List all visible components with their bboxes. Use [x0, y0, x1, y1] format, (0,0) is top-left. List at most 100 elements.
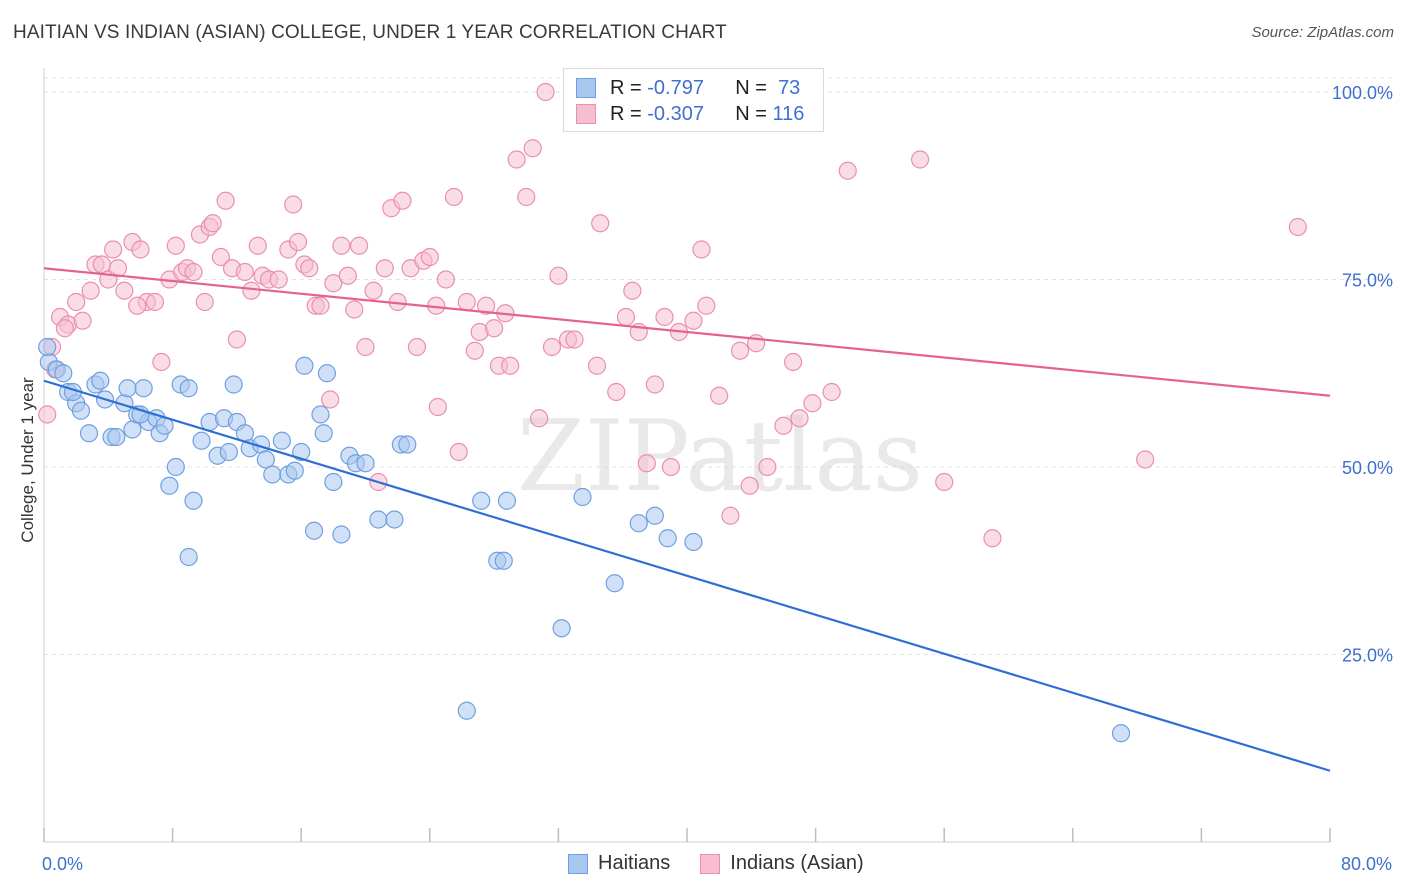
indian-point [235, 262, 255, 282]
indian-point [774, 416, 793, 435]
indian-point [692, 240, 711, 259]
indian-point [284, 195, 303, 214]
indian-point [935, 472, 954, 492]
haitian-point [54, 364, 73, 383]
indian-point [655, 307, 674, 327]
indian-point [67, 292, 86, 312]
haitian-point [123, 420, 142, 439]
indian-point [184, 262, 203, 282]
haitian-point [192, 431, 211, 450]
indian-point [838, 161, 857, 180]
n-value: 116 [772, 102, 805, 125]
indian-point [790, 409, 809, 428]
r-value: -0.307 [647, 102, 704, 125]
y-tick-label: 100.0% [1332, 83, 1393, 103]
grid-lines [44, 77, 1392, 655]
indian-point [338, 266, 357, 285]
indian-point [115, 281, 134, 300]
indian-point [645, 375, 664, 394]
haitian-point [71, 401, 91, 420]
indian-point [457, 292, 476, 312]
indian-point [783, 352, 803, 372]
indian-point [910, 150, 930, 169]
indian-point [349, 236, 369, 255]
legend-row-indians: R = -0.307 N = 116 [576, 103, 804, 125]
haitian-swatch [576, 78, 596, 98]
indian-point [216, 191, 235, 210]
indian-point [697, 296, 716, 315]
haitian-point [285, 461, 304, 480]
trend-lines [43, 267, 1331, 772]
indian-point [300, 259, 319, 278]
indian-point [73, 311, 92, 330]
n-value: 73 [778, 76, 801, 99]
haitian-point [179, 547, 198, 567]
indian-point [393, 191, 412, 210]
indian-point [321, 390, 340, 409]
haitian-point [332, 525, 351, 544]
indian-point [542, 337, 562, 357]
haitian-point [605, 574, 624, 593]
indian-point [195, 292, 214, 312]
haitian-point [324, 472, 343, 492]
indian-point [587, 356, 607, 375]
indian-point [38, 405, 57, 424]
haitian-point [160, 476, 179, 495]
indian-point [1136, 450, 1155, 469]
indian-point [449, 442, 468, 462]
indian-point [591, 214, 610, 233]
haitian-point [317, 364, 337, 383]
haitian-point [134, 379, 153, 398]
source-label: Source: ZipAtlas.com [1251, 24, 1394, 41]
haitian-swatch [568, 853, 588, 874]
x-tick-label: 80.0% [1341, 854, 1392, 874]
indian-point [108, 259, 128, 278]
haitian-trend-line [43, 379, 1331, 772]
haitian-point [219, 442, 238, 462]
indian-point [248, 236, 267, 255]
haitian-point [684, 532, 703, 552]
r-value: -0.797 [647, 76, 704, 99]
haitian-point [256, 450, 275, 469]
indian-point [345, 300, 364, 319]
indian-point [211, 247, 230, 267]
legend-item-indians[interactable]: Indians (Asian) [700, 852, 864, 875]
indian-point [476, 296, 496, 315]
indian-point [501, 356, 520, 375]
indian-point [517, 187, 536, 207]
indian-point [81, 281, 100, 300]
indian-point [465, 341, 484, 360]
haitian-point [573, 487, 592, 507]
indian-point [288, 232, 308, 252]
axes [43, 68, 1331, 843]
indian-point [616, 307, 636, 327]
indian-point [311, 296, 330, 315]
indian-point [549, 266, 568, 285]
indian-swatch [700, 853, 721, 874]
y-tick-label: 75.0% [1342, 271, 1393, 291]
r-label: R = [610, 76, 642, 99]
indian-point [324, 274, 343, 293]
y-tick-label: 50.0% [1342, 458, 1393, 478]
indian-point [356, 337, 375, 357]
indian-point [637, 454, 656, 473]
haitian-point [552, 619, 571, 638]
haitian-point [118, 379, 137, 398]
haitian-point [314, 424, 333, 443]
haitian-point [184, 491, 203, 510]
haitian-point [356, 454, 375, 473]
indian-swatch [576, 104, 596, 124]
indian-point [565, 330, 584, 349]
haitian-point [107, 427, 126, 447]
x-tick-label: 0.0% [42, 854, 83, 874]
legend-item-haitians[interactable]: Haitians [568, 852, 670, 875]
haitian-point [385, 510, 404, 529]
indian-point [983, 529, 1002, 548]
indian-point [803, 394, 822, 413]
series-legend: Haitians Indians (Asian) [568, 852, 894, 875]
indian-point [523, 139, 542, 158]
indian-point [104, 240, 123, 259]
haitian-point [295, 356, 314, 375]
indian-point [131, 240, 150, 259]
